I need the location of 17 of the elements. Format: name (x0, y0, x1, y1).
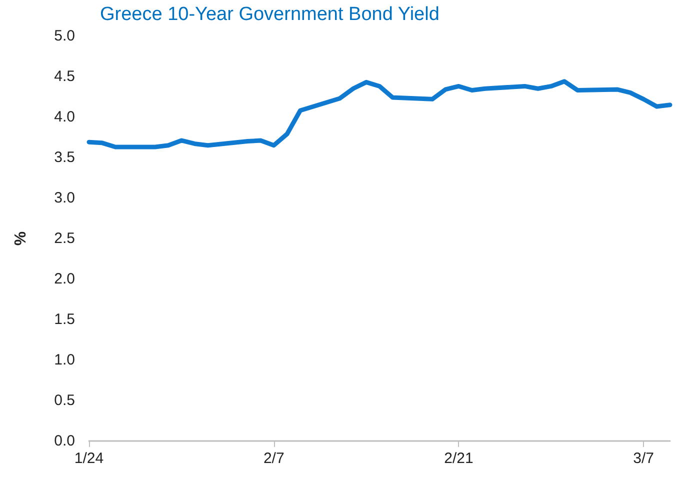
y-tick-label: 0.5 (54, 392, 75, 409)
y-tick-label: 3.5 (54, 149, 75, 166)
x-tick-label: 2/21 (444, 450, 474, 467)
y-tick-label: 0.0 (54, 432, 75, 450)
x-tick-label: 3/7 (633, 450, 654, 467)
y-tick-label: 1.5 (54, 311, 75, 328)
y-tick-label: 1.0 (54, 352, 75, 368)
y-axis-title: % (12, 231, 30, 246)
y-tick-label: 2.0 (54, 270, 75, 288)
x-tick-label: 2/7 (263, 450, 284, 467)
y-tick-label: 4.5 (54, 68, 75, 85)
y-tick-label: 3.0 (54, 190, 75, 206)
x-tick-label: 1/24 (74, 450, 104, 467)
y-tick-label: 5.0 (54, 28, 75, 44)
chart-title: Greece 10-Year Government Bond Yield (100, 4, 440, 25)
y-tick-label: 4.0 (54, 108, 75, 126)
y-tick-label: 2.5 (54, 230, 75, 247)
